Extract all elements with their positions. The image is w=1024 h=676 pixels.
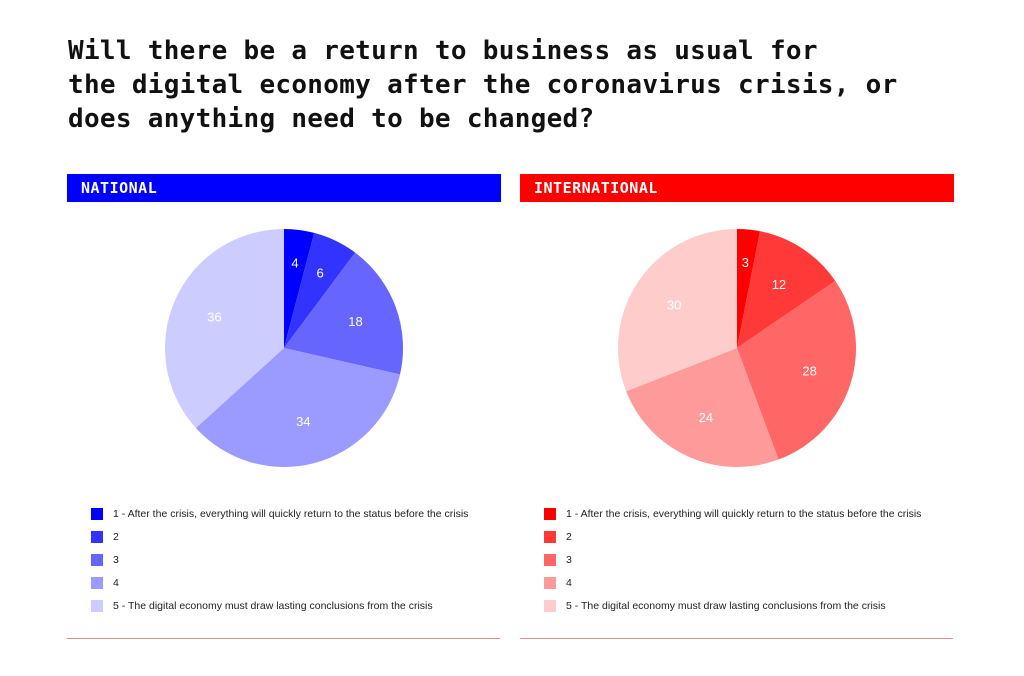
legend-swatch (544, 530, 556, 543)
legend-label: 2 (113, 530, 119, 543)
legend-swatch (91, 507, 103, 520)
legend-swatch (91, 576, 103, 589)
slice-value-label: 34 (296, 414, 310, 429)
international-pie-chart: 3 12 28 24 30 (618, 229, 856, 467)
legend-item: 3 (91, 548, 468, 571)
pie-slice (737, 229, 760, 348)
slice-value-label: 30 (667, 298, 681, 313)
legend-item: 2 (91, 525, 468, 548)
chart-title: Will there be a return to business as us… (68, 36, 898, 134)
pie-slice (737, 231, 836, 348)
international-panel: INTERNATIONAL 3 12 28 24 30 1 - After the cr… (520, 174, 954, 644)
slice-value-label: 18 (348, 314, 362, 329)
slice-value-label: 3 (742, 255, 749, 270)
legend-item: 2 (544, 525, 921, 548)
pie-slice (195, 348, 401, 467)
legend-swatch (91, 530, 103, 543)
legend-swatch (544, 576, 556, 589)
pie-slice (284, 252, 404, 375)
legend-label: 1 - After the crisis, everything will qu… (113, 507, 469, 520)
legend-label: 3 (566, 553, 572, 566)
pie-slice (618, 229, 737, 392)
national-panel: NATIONAL 4 6 18 34 36 1 - After the crisis, … (67, 174, 501, 644)
legend-swatch (544, 507, 556, 520)
slice-value-label: 12 (772, 277, 786, 292)
slice-value-label: 28 (802, 364, 816, 379)
national-pie-chart: 4 6 18 34 36 (165, 229, 404, 467)
slice-value-label: 4 (291, 256, 298, 271)
pie-slice (626, 348, 779, 467)
legend-swatch (91, 599, 103, 612)
legend-swatch (91, 553, 103, 566)
slice-value-label: 6 (317, 265, 324, 280)
international-banner: INTERNATIONAL (520, 174, 954, 202)
slice-value-label: 36 (207, 310, 221, 325)
legend-label: 5 - The digital economy must draw lastin… (566, 599, 886, 612)
legend-label: 4 (113, 576, 119, 589)
legend-item: 1 - After the crisis, everything will qu… (91, 502, 468, 525)
national-legend: 1 - After the crisis, everything will qu… (91, 502, 468, 617)
legend-swatch (544, 599, 556, 612)
legend-label: 2 (566, 530, 572, 543)
pie-slice (165, 229, 284, 429)
pie-slice (737, 280, 856, 460)
legend-item: 4 (91, 571, 468, 594)
legend-label: 1 - After the crisis, everything will qu… (566, 507, 922, 520)
bottom-divider (520, 638, 953, 639)
legend-label: 4 (566, 576, 572, 589)
legend-item: 5 - The digital economy must draw lastin… (544, 594, 921, 617)
slice-value-label: 24 (699, 410, 713, 425)
national-banner: NATIONAL (67, 174, 501, 202)
legend-item: 3 (544, 548, 921, 571)
legend-item: 1 - After the crisis, everything will qu… (544, 502, 921, 525)
bottom-divider (67, 638, 500, 639)
legend-label: 3 (113, 553, 119, 566)
legend-label: 5 - The digital economy must draw lastin… (113, 599, 433, 612)
legend-swatch (544, 553, 556, 566)
pie-slice (284, 229, 315, 348)
pie-slice (284, 232, 356, 348)
legend-item: 4 (544, 571, 921, 594)
legend-item: 5 - The digital economy must draw lastin… (91, 594, 468, 617)
international-legend: 1 - After the crisis, everything will qu… (544, 502, 921, 617)
